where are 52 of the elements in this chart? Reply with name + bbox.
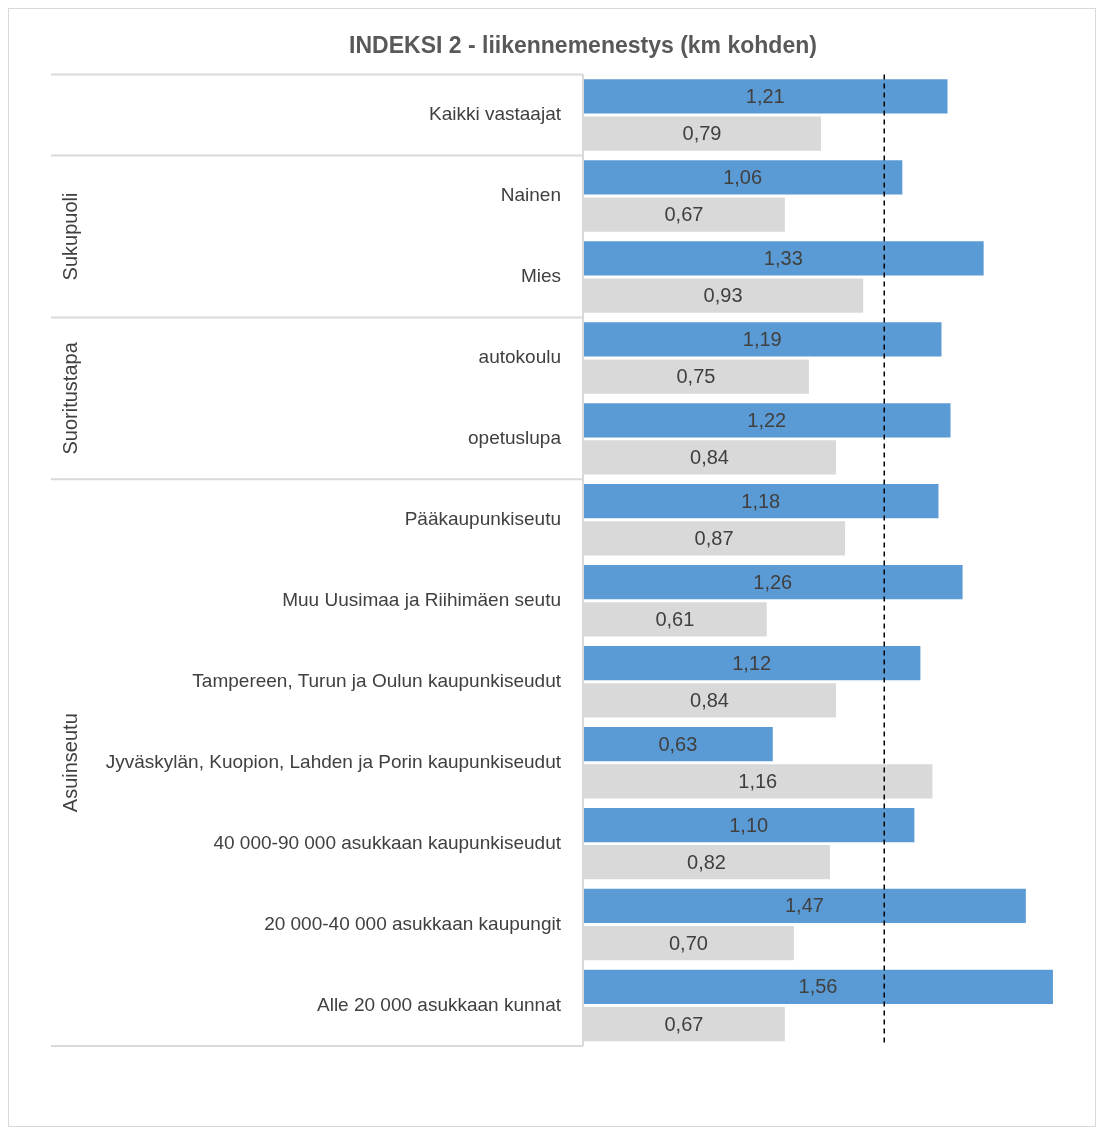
data-label: 1,06 bbox=[723, 165, 763, 188]
bar bbox=[583, 160, 903, 195]
y-tick-label: Alle 20 000 asukkaan kunnat bbox=[316, 993, 562, 1015]
data-label: 0,67 bbox=[664, 203, 704, 226]
data-label: 1,16 bbox=[738, 769, 778, 792]
y-tick-label: Mies bbox=[520, 265, 561, 287]
data-label: 0,63 bbox=[658, 732, 698, 755]
data-label: 0,75 bbox=[676, 365, 716, 388]
y-tick-label: Kaikki vastaajat bbox=[428, 103, 562, 125]
data-label: 1,22 bbox=[747, 408, 787, 431]
bar bbox=[583, 565, 963, 600]
bar bbox=[583, 322, 942, 357]
data-label: 1,33 bbox=[763, 246, 803, 269]
data-label: 1,19 bbox=[742, 327, 782, 350]
data-label: 1,10 bbox=[729, 813, 769, 836]
bar bbox=[583, 241, 984, 276]
data-label: 1,56 bbox=[798, 975, 838, 998]
y-tick-label: 20 000-40 000 asukkaan kaupungit bbox=[264, 912, 562, 934]
bar bbox=[583, 888, 1026, 924]
y-tick-label: autokoulu bbox=[478, 346, 561, 368]
data-label: 0,93 bbox=[703, 284, 743, 307]
data-label: 0,82 bbox=[687, 850, 726, 873]
text: Sukupuoli bbox=[58, 192, 81, 281]
bar bbox=[583, 807, 915, 843]
text: Asuinseutu bbox=[58, 713, 81, 813]
y-tick-label: Muu Uusimaa ja Riihimäen seutu bbox=[282, 589, 561, 611]
data-label: 1,26 bbox=[753, 570, 793, 593]
data-label: 1,21 bbox=[745, 84, 785, 107]
bar bbox=[583, 79, 948, 114]
bar bbox=[583, 403, 951, 438]
bar bbox=[583, 645, 921, 681]
y-tick-label: opetuslupa bbox=[468, 427, 562, 449]
bar bbox=[583, 484, 939, 519]
data-label: 1,18 bbox=[741, 489, 781, 512]
data-label: 0,67 bbox=[664, 1012, 704, 1035]
bar bbox=[583, 969, 1053, 1005]
data-label: 0,79 bbox=[682, 122, 722, 145]
y-tick-label: 40 000-90 000 asukkaan kaupunkiseudut bbox=[213, 831, 562, 853]
y-tick-label: Tampereen, Turun ja Oulun kaupunkiseudut bbox=[192, 669, 562, 691]
y-tick-label: Jyväskylän, Kuopion, Lahden ja Porin kaupunkiseudut bbox=[105, 750, 562, 772]
chart-title: INDEKSI 2 - liikennemenestys (km kohden) bbox=[349, 32, 817, 59]
data-label: 0,61 bbox=[655, 607, 695, 630]
y-tick-label: Nainen bbox=[500, 184, 561, 206]
bar bbox=[583, 726, 773, 762]
text: Suoritustapa bbox=[58, 341, 81, 455]
data-label: 1,12 bbox=[732, 651, 772, 674]
data-label: 0,84 bbox=[690, 688, 729, 711]
data-label: 0,87 bbox=[694, 526, 734, 549]
data-label: 0,84 bbox=[690, 446, 729, 469]
data-label: 1,47 bbox=[784, 894, 824, 917]
data-label: 0,70 bbox=[668, 931, 708, 954]
y-tick-label: Pääkaupunkiseutu bbox=[404, 508, 561, 530]
